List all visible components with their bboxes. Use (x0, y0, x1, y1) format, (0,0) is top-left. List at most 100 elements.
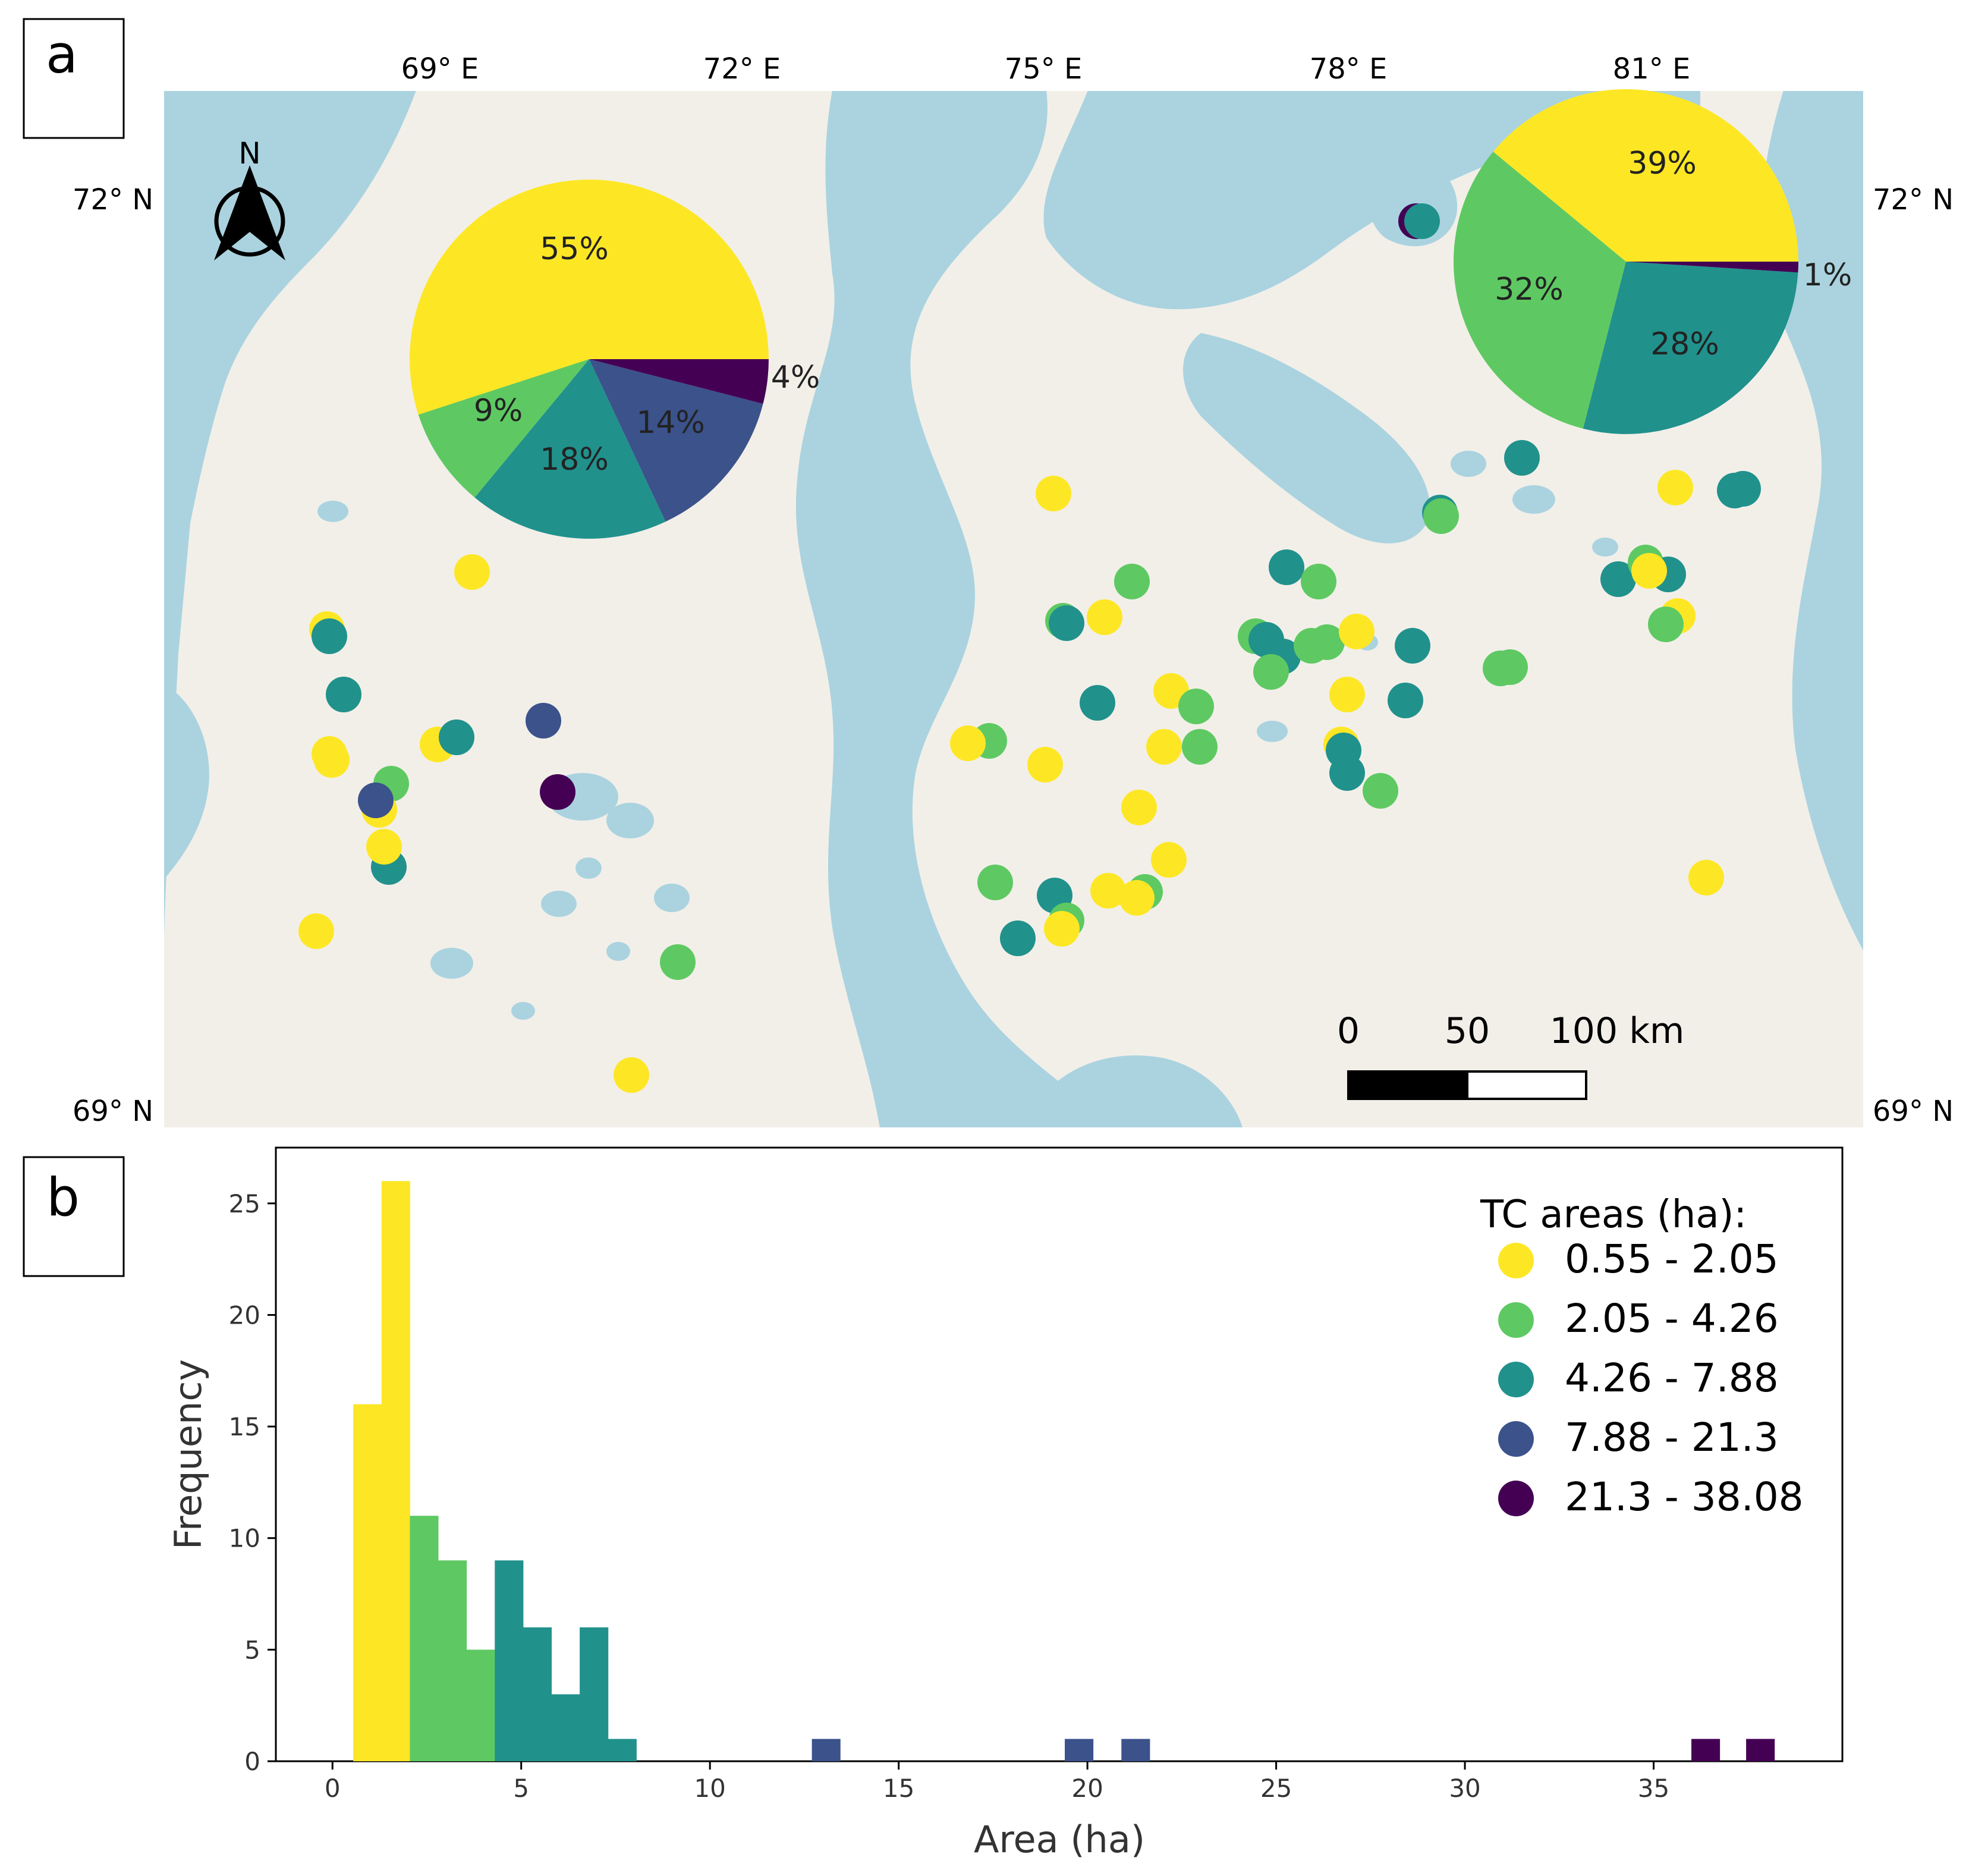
histogram-bar (1691, 1739, 1720, 1761)
x-tick-label: 5 (513, 1774, 529, 1803)
north-arrow-icon (214, 165, 285, 260)
site-marker (1600, 561, 1636, 597)
site-marker (326, 677, 361, 712)
histogram-bar (1746, 1739, 1775, 1761)
map-border (163, 90, 1864, 1129)
site-marker (312, 618, 347, 654)
site-marker (1044, 911, 1080, 947)
site-marker (1182, 729, 1218, 765)
pie-slice-label: 55% (540, 231, 609, 267)
y-tick-label: 5 (244, 1635, 260, 1664)
legend-marker (1498, 1243, 1534, 1278)
site-marker (454, 554, 490, 590)
site-marker (1146, 729, 1182, 765)
histogram: 0 5 10 15 20 25 30 35 0 5 10 15 20 25 Area (ha) Freq… (166, 1146, 1844, 1861)
site-marker (614, 1057, 649, 1093)
lat-label-69-right: 69° N (1873, 1095, 1954, 1128)
pie-slice (1454, 152, 1626, 429)
site-marker (1388, 683, 1423, 718)
lon-label-75: 75° E (1005, 52, 1083, 86)
site-marker (1504, 440, 1540, 476)
pie-slice-label: 9% (474, 393, 523, 429)
x-axis-label: Area (ha) (974, 1818, 1145, 1861)
pie-slice (1493, 89, 1798, 262)
y-tick-label: 0 (244, 1747, 260, 1776)
site-marker (1329, 755, 1365, 791)
site-marker (526, 703, 561, 739)
y-tick-label: 15 (229, 1412, 260, 1441)
histogram-bar (1121, 1739, 1150, 1761)
site-marker (1657, 470, 1693, 505)
scale-bar-outline (1347, 1070, 1587, 1100)
pie-slice (474, 359, 666, 539)
pie-slice-label: 1% (1803, 257, 1852, 293)
site-marker (358, 783, 394, 818)
site-marker (540, 774, 575, 810)
pie-slice (589, 359, 763, 522)
histogram-bar (466, 1649, 495, 1761)
site-marker (977, 865, 1013, 900)
site-marker (1049, 605, 1084, 641)
site-marker (950, 725, 986, 761)
site-markers (298, 203, 1761, 1093)
site-marker (1329, 677, 1365, 712)
scale-bar-black (1348, 1071, 1467, 1099)
pie-slice-label: 28% (1650, 326, 1719, 362)
legend-label: 7.88 - 21.3 (1565, 1415, 1779, 1460)
pie-slice (409, 180, 769, 415)
scale-label-100: 100 km (1550, 1010, 1685, 1052)
histogram-bar (1065, 1739, 1094, 1761)
x-tick-label: 0 (325, 1774, 341, 1803)
legend-marker (1498, 1302, 1534, 1338)
legend: TC areas (ha): 0.55 - 2.05 2.05 - 4.26 4.2… (1480, 1193, 1804, 1520)
site-marker (1036, 476, 1071, 511)
histogram-bar (608, 1739, 637, 1761)
histogram-bar (410, 1516, 439, 1761)
y-tick-label: 25 (229, 1189, 260, 1218)
site-marker (1000, 920, 1036, 956)
site-marker (1339, 614, 1374, 649)
lat-label-69-left: 69° N (73, 1095, 153, 1128)
legend-title: TC areas (ha): (1480, 1193, 1747, 1237)
site-marker (1269, 549, 1304, 585)
pie-slice-label: 18% (540, 442, 609, 477)
site-marker (1121, 790, 1157, 825)
site-marker (1395, 628, 1430, 664)
scale-bar: 0 50 100 km (1337, 1010, 1685, 1100)
pie-slice-label: 39% (1628, 146, 1697, 181)
histogram-bar (523, 1627, 552, 1761)
north-arrow-label: N (238, 136, 260, 171)
lon-label-81: 81° E (1613, 52, 1691, 86)
histogram-bar (495, 1560, 524, 1761)
lon-label-72: 72° E (703, 52, 781, 86)
scale-label-50: 50 (1445, 1010, 1490, 1052)
legend-label: 0.55 - 2.05 (1565, 1236, 1779, 1282)
pie-slice-label: 14% (636, 405, 705, 441)
x-tick-label: 10 (694, 1774, 725, 1803)
lat-label-72-right: 72° N (1873, 183, 1954, 216)
site-marker (1151, 842, 1187, 878)
legend-label: 4.26 - 7.88 (1565, 1355, 1779, 1401)
legend-label: 21.3 - 38.08 (1565, 1474, 1804, 1520)
histogram-bar (438, 1560, 467, 1761)
site-marker (1090, 873, 1126, 909)
baydaratskaya-coast-inlet (163, 684, 209, 880)
lat-label-72-left: 72° N (73, 183, 153, 216)
site-marker (1178, 689, 1214, 724)
site-marker (1027, 747, 1063, 783)
scale-label-0: 0 (1337, 1010, 1360, 1052)
site-marker (1404, 203, 1440, 239)
pie-slice (1583, 262, 1798, 434)
gydan-bay (1183, 333, 1430, 543)
pie-slice-label: 4% (771, 360, 820, 395)
site-marker (1423, 498, 1459, 534)
legend-marker (1498, 1481, 1534, 1516)
site-marker (1087, 599, 1122, 635)
y-axis-label: Frequency (166, 1359, 210, 1550)
legend-entries: 0.55 - 2.05 2.05 - 4.26 4.26 - 7.88 7.88 - … (1498, 1236, 1804, 1520)
x-tick-label: 35 (1638, 1774, 1669, 1803)
x-tick-label: 15 (883, 1774, 914, 1803)
histogram-bar (381, 1181, 410, 1761)
site-marker (1301, 564, 1336, 599)
site-marker (314, 742, 350, 778)
